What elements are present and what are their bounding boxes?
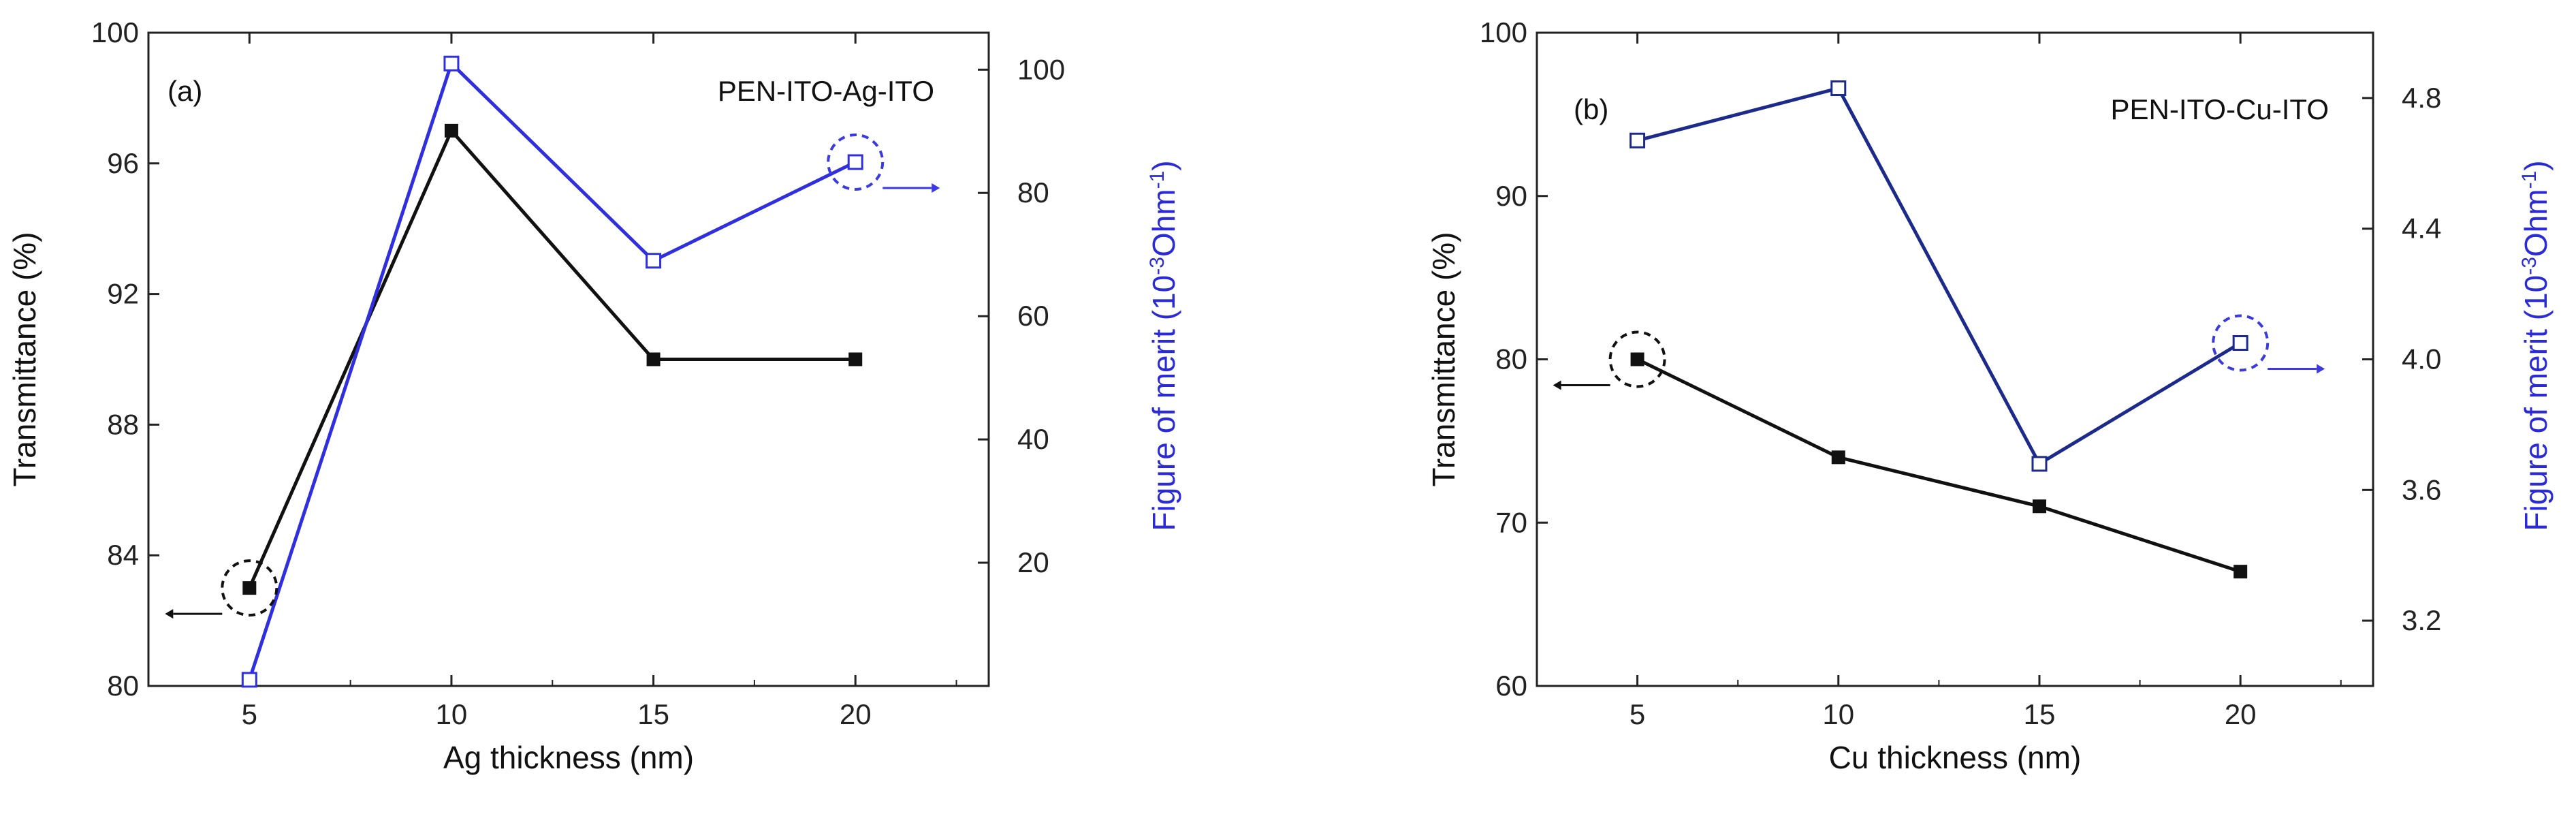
y-tick-label: 80 (107, 670, 139, 702)
y2-tick-label: 100 (1017, 53, 1065, 85)
x-axis-title: Cu thickness (nm) (1829, 740, 2082, 775)
dashed-circle (1608, 330, 1666, 388)
y2-axis-title-y2label-unit: Ohm (2518, 189, 2554, 257)
x-tick-label: 20 (840, 698, 872, 730)
data-point (242, 581, 257, 595)
y-axis-title: Transmittance (%) (7, 232, 42, 486)
data-point (646, 352, 661, 366)
series-transmittance (242, 123, 863, 595)
x-tick-label: 5 (1629, 698, 1645, 730)
axis-indicator-left (1553, 330, 1666, 390)
panel-a: 5 10 15 20 80 84 88 92 96 100 20 40 60 80 100 Ag thickn… (7, 16, 1181, 775)
y2-axis-title-y2label-close: ) (1146, 160, 1181, 170)
series-line (1636, 358, 2241, 574)
y2-tick-label: 20 (1017, 546, 1049, 578)
data-point (1630, 352, 1644, 366)
series-line (1636, 86, 2242, 467)
y2-axis-title: Figure of merit (10-3Ohm-1) (1146, 160, 1181, 531)
data-point (444, 123, 458, 138)
y2-axis-title-y2label-sup2: -1 (2518, 171, 2541, 189)
y-axis-title: Transmittance (%) (1426, 232, 1461, 486)
series-figure-of-merit (1629, 80, 2248, 472)
y-tick-label: 88 (107, 408, 139, 440)
data-point (241, 672, 257, 688)
data-point (847, 154, 863, 170)
panel-title: PEN-ITO-Cu-ITO (2111, 93, 2329, 125)
data-point (2032, 499, 2046, 514)
y-tick-label: 84 (107, 539, 139, 571)
x-axis-title: Ag thickness (nm) (443, 740, 694, 775)
series-figure-of-merit (241, 55, 863, 688)
y2-axis-title-y2label-main: Figure of merit (10 (2518, 275, 2554, 531)
plot-frame (147, 31, 990, 687)
y-tick-label: 100 (91, 16, 139, 48)
y2-tick-label: 3.6 (2402, 473, 2441, 505)
y2-axis-title-y2label-sup: -3 (1146, 257, 1168, 275)
dashed-circle (221, 559, 279, 617)
y2-tick-label: 40 (1017, 423, 1049, 455)
axis-indicator-left (165, 559, 279, 619)
y-tick-label: 90 (1495, 180, 1527, 212)
y2-tick-label: 4.0 (2402, 343, 2441, 375)
y2-tick-label: 3.2 (2402, 604, 2441, 636)
y2-axis-title-y2label-main: Figure of merit (10 (1146, 275, 1181, 531)
y2-axis-title: Figure of merit (10-3Ohm-1) (2518, 160, 2554, 531)
series-transmittance (1630, 352, 2248, 579)
data-point (848, 352, 863, 366)
y2-axis-title-y2label-sup2: -1 (1146, 171, 1168, 189)
arrow-head (1553, 380, 1561, 390)
y-tick-label: 96 (107, 147, 139, 179)
y2-axis-title-y2label-close: ) (2518, 160, 2554, 170)
data-point (2232, 335, 2248, 351)
panel-b: 5 10 15 20 60 70 80 90 100 3.2 3.6 4.0 4.4 4.8 Cu thic… (1426, 16, 2554, 775)
series-line (248, 127, 856, 589)
arrow-head (932, 183, 940, 193)
y-tick-label: 80 (1495, 343, 1527, 375)
data-point (1831, 450, 1845, 465)
arrow-head (2317, 364, 2325, 374)
data-point (1830, 80, 1847, 97)
series-line (247, 60, 857, 681)
data-point (2233, 565, 2248, 579)
x-tick-label: 5 (242, 698, 257, 730)
x-tick-label: 10 (1822, 698, 1854, 730)
y2-tick-label: 80 (1017, 176, 1049, 208)
y-tick-label: 60 (1495, 670, 1527, 702)
y2-tick-label: 4.4 (2402, 213, 2441, 245)
data-point (1629, 132, 1646, 148)
data-point (2031, 456, 2048, 472)
x-tick-label: 15 (2024, 698, 2056, 730)
x-tick-label: 10 (436, 698, 468, 730)
arrow-head (165, 609, 174, 619)
panel-tag: (a) (168, 75, 202, 107)
dashed-circle (2212, 314, 2270, 372)
data-point (443, 55, 460, 72)
y2-tick-label: 4.8 (2402, 82, 2441, 114)
y2-axis-title-y2label-sup: -3 (2518, 257, 2541, 275)
data-point (646, 253, 662, 269)
x-tick-label: 20 (2225, 698, 2257, 730)
y-tick-label: 92 (107, 278, 139, 310)
y2-tick-label: 60 (1017, 300, 1049, 332)
axis-indicator-right (827, 133, 940, 193)
y-tick-label: 100 (1480, 16, 1527, 48)
y2-axis-title-y2label-unit: Ohm (1146, 189, 1181, 257)
panel-tag: (b) (1574, 93, 1608, 125)
panel-title: PEN-ITO-Ag-ITO (718, 75, 934, 107)
x-tick-label: 15 (637, 698, 669, 730)
axis-indicator-right (2212, 314, 2325, 374)
y-tick-label: 70 (1495, 506, 1527, 538)
dashed-circle (827, 133, 885, 191)
